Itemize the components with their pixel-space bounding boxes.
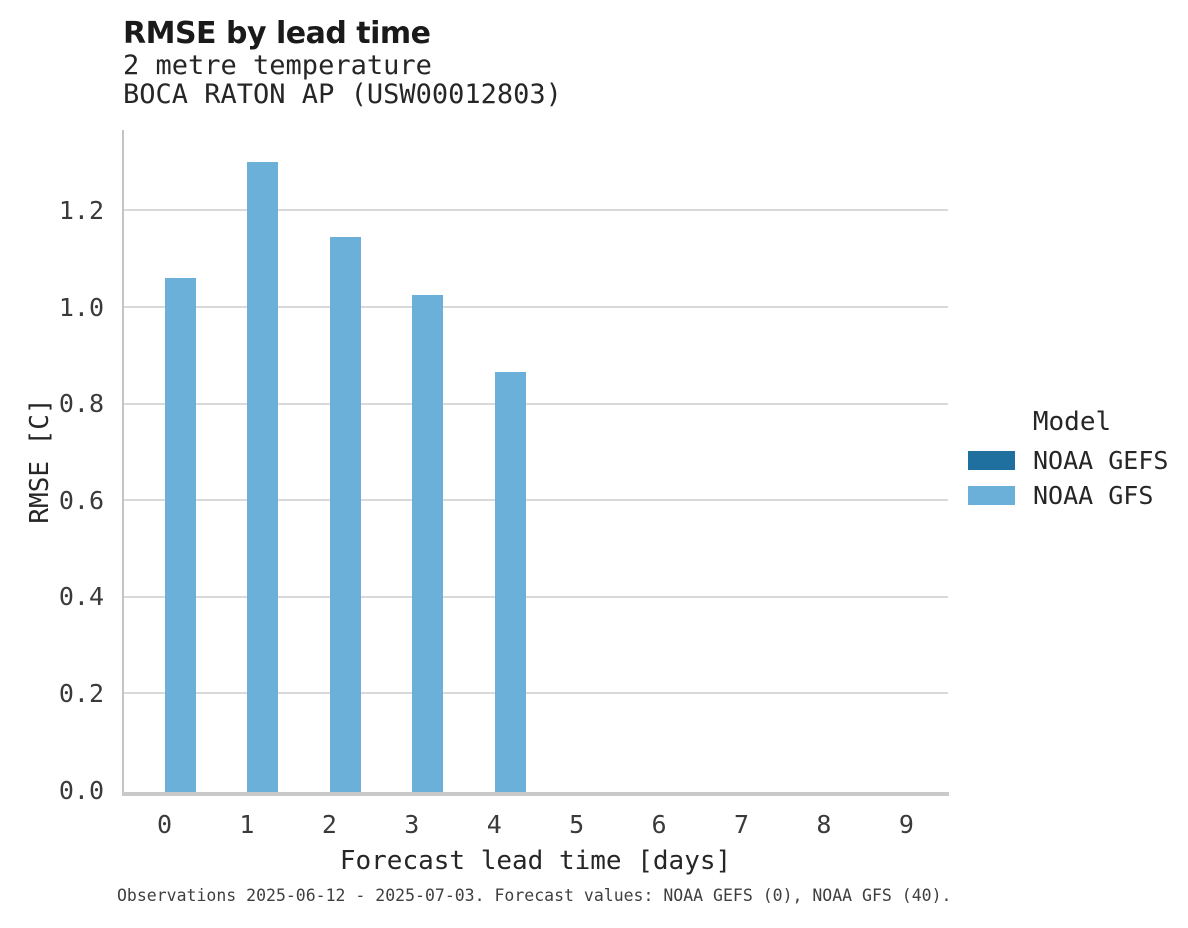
x-tick-label-3: 3 [404, 810, 420, 839]
y-tick-label-0.4: 0.4 [58, 582, 104, 612]
subtitle-line-station: BOCA RATON AP (USW00012803) [123, 79, 562, 110]
gridline-y-1.0 [123, 306, 948, 308]
bar-noaa-gfs-day-4 [494, 372, 526, 792]
y-tick-label-0.8: 0.8 [58, 389, 104, 419]
x-tick-label-1: 1 [239, 810, 255, 839]
y-tick-label-1.2: 1.2 [58, 195, 104, 225]
x-tick-label-9: 9 [898, 810, 914, 839]
legend-title: Model [1032, 407, 1112, 437]
x-tick-label-7: 7 [733, 810, 750, 839]
y-tick-label-1.0: 1.0 [58, 292, 104, 322]
bar-noaa-gfs-day-2 [329, 236, 361, 792]
x-tick-label-0: 0 [156, 810, 173, 839]
y-axis-title: RMSE [C] [25, 398, 55, 524]
legend-swatch-noaa-gfs [968, 486, 1015, 505]
gridline-y-0.4 [123, 595, 948, 598]
plot-area [123, 130, 948, 792]
gridline-y-0.8 [123, 402, 948, 405]
subtitle-line-variable: 2 metre temperature [123, 50, 432, 81]
x-tick-label-8: 8 [816, 810, 832, 839]
legend-entry-noaa-gfs: NOAA GFS [966, 478, 1178, 513]
gridline-y-1.2 [123, 209, 948, 212]
bar-noaa-gfs-day-3 [412, 294, 444, 792]
legend: Model NOAA GEFS NOAA GFS [966, 409, 1178, 513]
x-axis-title: Forecast lead time [days] [339, 846, 732, 876]
chart-subtitle: 2 metre temperature BOCA RATON AP (USW00… [123, 51, 562, 109]
y-tick-label-0.0: 0.0 [58, 775, 104, 805]
legend-entries: NOAA GEFS NOAA GFS [966, 443, 1178, 513]
legend-swatch-noaa-gefs [968, 451, 1015, 470]
y-axis-line [122, 130, 124, 796]
bar-noaa-gfs-day-1 [247, 162, 279, 792]
y-tick-label-0.6: 0.6 [58, 485, 104, 515]
x-axis-line [122, 792, 949, 796]
legend-label-noaa-gfs: NOAA GFS [1033, 481, 1154, 510]
footnote: Observations 2025-06-12 - 2025-07-03. Fo… [117, 886, 952, 905]
gridline-y-0.2 [123, 692, 948, 695]
bar-noaa-gfs-day-0 [165, 278, 196, 792]
x-tick-label-4: 4 [486, 810, 502, 839]
x-tick-label-6: 6 [651, 810, 667, 839]
chart-title: RMSE by lead time [123, 16, 431, 51]
x-tick-label-2: 2 [321, 810, 337, 839]
legend-entry-noaa-gefs: NOAA GEFS [966, 443, 1178, 478]
y-tick-label-0.2: 0.2 [58, 678, 104, 708]
x-tick-label-5: 5 [569, 810, 585, 839]
legend-label-noaa-gefs: NOAA GEFS [1033, 446, 1169, 475]
gridline-y-0.6 [123, 499, 948, 502]
